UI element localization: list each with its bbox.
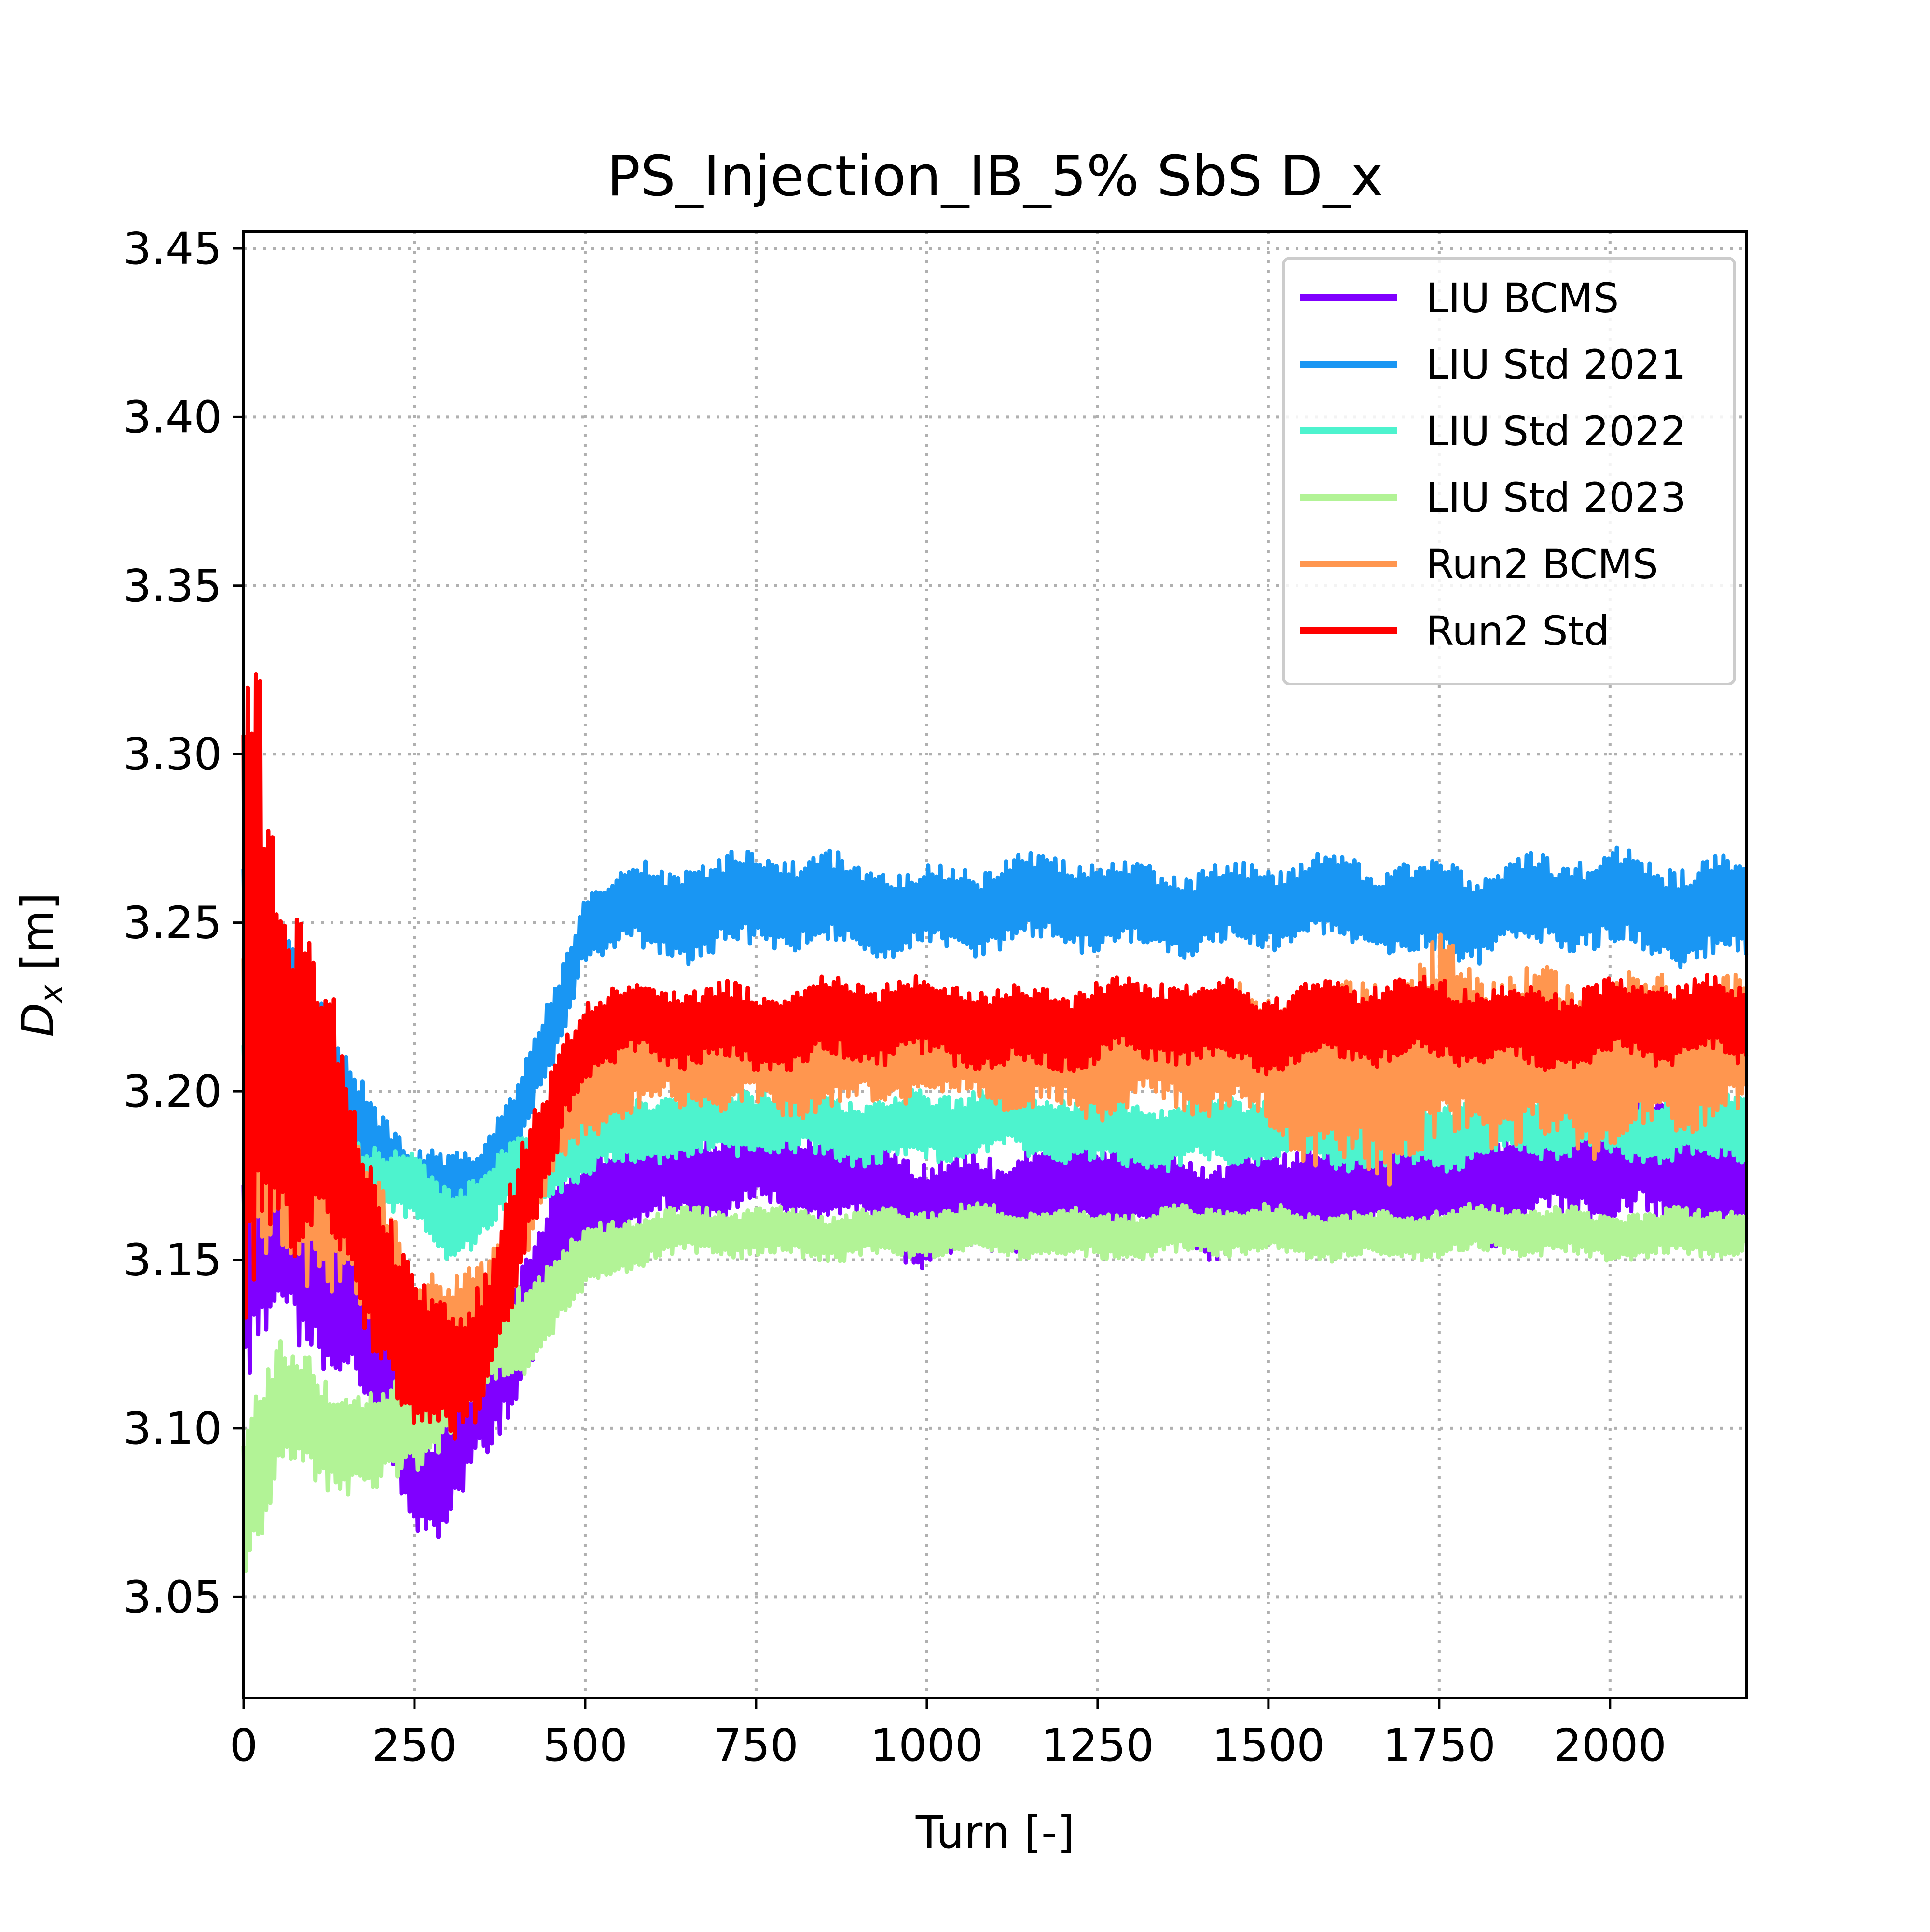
y-axis-label-sub: x <box>34 984 69 1004</box>
x-tick-label: 250 <box>372 1720 457 1771</box>
y-tick-label: 3.05 <box>123 1571 222 1623</box>
legend-label: Run2 Std <box>1426 607 1610 655</box>
x-tick-label: 1750 <box>1383 1720 1496 1771</box>
x-tick-label: 1500 <box>1212 1720 1325 1771</box>
x-axis-label: Turn [-] <box>915 1807 1075 1858</box>
legend-label: LIU BCMS <box>1426 274 1619 322</box>
x-tick-label: 1000 <box>870 1720 983 1771</box>
x-tick-label: 500 <box>543 1720 628 1771</box>
x-tick-label: 750 <box>714 1720 799 1771</box>
y-tick-label: 3.10 <box>123 1403 222 1454</box>
y-tick-label: 3.40 <box>123 391 222 443</box>
axes-frame <box>242 230 1748 1699</box>
y-tick-label: 3.15 <box>123 1234 222 1286</box>
legend-label: Run2 BCMS <box>1426 541 1658 588</box>
chart-title: PS_Injection_IB_5% SbS D_x <box>607 144 1383 209</box>
x-tick-label: 1250 <box>1041 1720 1154 1771</box>
series-line-1 <box>241 845 1749 1222</box>
ticks: 0 250 500 750 1000 1250 1500 1750 2000 3.05 3.10 3.… <box>123 223 1667 1771</box>
legend-label: LIU Std 2022 <box>1426 408 1686 455</box>
y-tick-label: 3.35 <box>123 560 222 612</box>
legend-label: LIU Std 2021 <box>1426 341 1686 388</box>
x-tick-label: 0 <box>230 1720 258 1771</box>
legend: LIU BCMS LIU Std 2021 LIU Std 2022 LIU Std … <box>1282 257 1736 685</box>
series-line-5 <box>241 672 1749 1441</box>
y-tick-label: 3.25 <box>123 897 222 949</box>
y-tick-label: 3.45 <box>123 223 222 274</box>
x-tick-label: 2000 <box>1554 1720 1667 1771</box>
y-tick-label: 3.20 <box>123 1066 222 1117</box>
y-tick-label: 3.30 <box>123 728 222 780</box>
y-axis-label-unit: [m] <box>12 892 64 985</box>
y-axis-label-main: D <box>12 1003 64 1037</box>
legend-label: LIU Std 2023 <box>1426 474 1686 521</box>
y-axis-label: Dx [m] <box>12 892 69 1037</box>
series-layer <box>241 672 1749 1573</box>
